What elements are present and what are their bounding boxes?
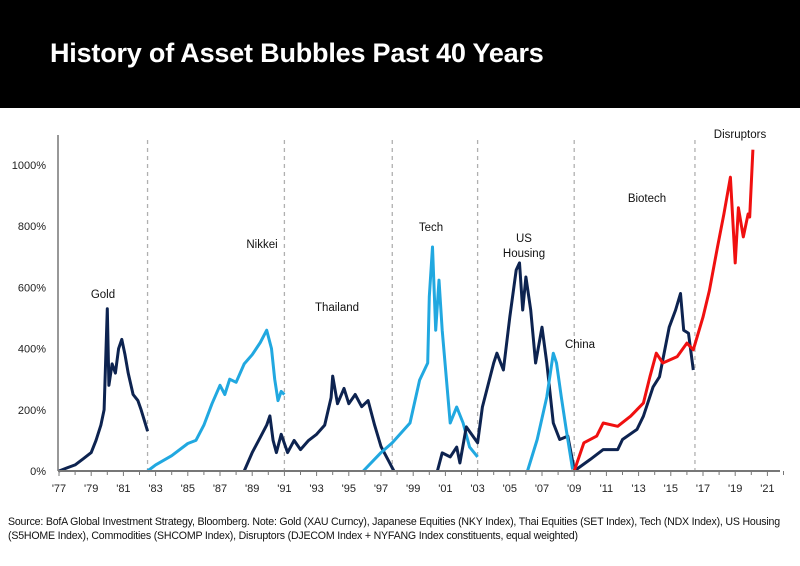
series-line-tech	[362, 245, 479, 473]
y-tick-label: 400%	[18, 344, 46, 356]
x-tick-label: '13	[631, 483, 645, 495]
x-tick-label: '07	[535, 483, 549, 495]
series-line-thailand	[242, 374, 396, 472]
y-tick-label: 1000%	[12, 160, 46, 172]
x-tick-label: '17	[696, 483, 710, 495]
x-tick-label: '91	[277, 483, 291, 495]
title-banner: History of Asset Bubbles Past 40 Years	[0, 0, 800, 108]
x-tick-label: '93	[309, 483, 323, 495]
series-line-biotech	[573, 292, 695, 473]
x-tick-label: '77	[52, 483, 66, 495]
y-tick-label: 200%	[18, 405, 46, 417]
x-tick-label: '85	[181, 483, 195, 495]
x-tick-label: '87	[213, 483, 227, 495]
x-tick-label: '11	[600, 483, 614, 495]
series-line-china	[526, 351, 575, 472]
series-label: Nikkei	[246, 239, 277, 251]
series-line-disruptors	[572, 149, 755, 472]
series-line-nikkei	[146, 328, 286, 473]
x-tick-label: '89	[245, 483, 259, 495]
x-tick-label: '83	[148, 483, 162, 495]
x-tick-label: '97	[374, 483, 388, 495]
series-label: Tech	[419, 222, 443, 234]
x-tick-label: '03	[470, 483, 484, 495]
series-label: China	[565, 339, 596, 351]
x-tick-label: '01	[438, 483, 452, 495]
y-tick-label: 600%	[18, 282, 46, 294]
chart-title: History of Asset Bubbles Past 40 Years	[50, 38, 544, 68]
y-tick-label: 800%	[18, 221, 46, 233]
y-tick-label: 0%	[30, 466, 46, 478]
series-label: Thailand	[315, 302, 359, 314]
x-tick-label: '05	[503, 483, 517, 495]
x-tick-label: '79	[84, 483, 98, 495]
series-label: Housing	[503, 248, 545, 260]
series-label: Biotech	[628, 193, 666, 205]
x-tick-label: '21	[760, 483, 774, 495]
series-label: Gold	[91, 289, 115, 301]
series-label: US	[516, 233, 532, 245]
x-tick-label: '19	[728, 483, 742, 495]
x-tick-label: '15	[664, 483, 678, 495]
x-tick-label: '09	[567, 483, 581, 495]
x-tick-label: '95	[342, 483, 356, 495]
series-line-gold	[58, 307, 150, 473]
series-label: Disruptors	[714, 129, 767, 141]
source-note: Source: BofA Global Investment Strategy,…	[8, 516, 780, 542]
x-tick-label: '99	[406, 483, 420, 495]
x-tick-label: '81	[116, 483, 130, 495]
series-line-us-housing	[435, 261, 576, 472]
